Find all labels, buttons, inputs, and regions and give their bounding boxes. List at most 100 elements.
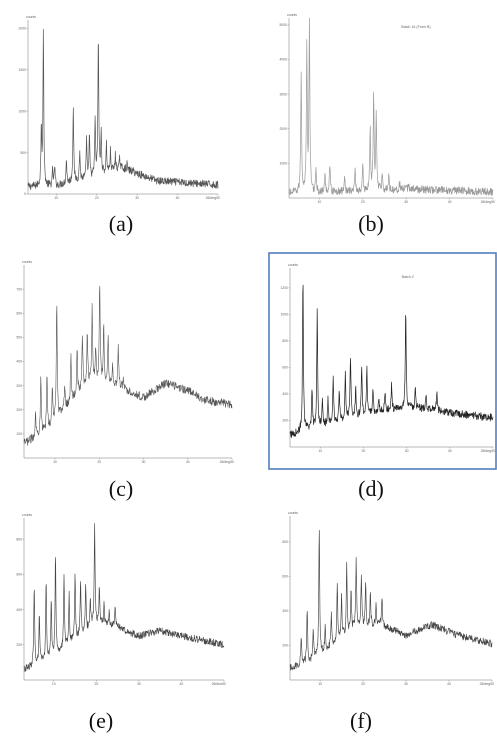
x-tick-label: 20 [95, 196, 99, 200]
y-tick-label: 200 [16, 408, 22, 412]
x-tick-label: 30 [137, 682, 141, 685]
diffraction-trace [23, 285, 233, 446]
xrd-plot-b: 1000 2000 3000 4000 5000 10 20 30 40 50 counts 2θ/d… [279, 13, 495, 204]
y-tick-label: 3000 [279, 92, 287, 96]
y-unit-label: counts [22, 513, 32, 517]
panel-d: 200 400 600 800 1000 1200 10 20 30 40 50 counts 2θ/d… [268, 252, 497, 470]
panel-b: 1000 2000 3000 4000 5000 10 20 30 40 50 counts 2θ/d… [275, 8, 497, 208]
y-tick-label: 1000 [279, 162, 287, 166]
y-tick-label: 1000 [280, 313, 288, 317]
panel-e: 200 400 600 800 10 20 30 40 50 counts 2θ/deg [8, 510, 230, 685]
caption-c: (c) [108, 476, 134, 501]
x-tick-label: 20 [361, 200, 365, 204]
x-tick-label: 10 [52, 682, 56, 685]
y-tick-label: 1000 [18, 109, 26, 113]
y-tick-label: 2000 [279, 127, 287, 131]
x-tick-label: 10 [318, 682, 322, 686]
y-tick-label: 200 [282, 644, 288, 648]
highlight-frame [268, 252, 497, 470]
x-tick-label: 50 [490, 682, 494, 686]
y-tick-label: 1500 [18, 68, 26, 72]
xrd-plot-e: 200 400 600 800 10 20 30 40 50 counts 2θ/deg [16, 513, 226, 685]
y-tick-label: 300 [16, 384, 22, 388]
y-tick-label: 500 [16, 336, 22, 340]
y-tick-label: 800 [16, 537, 22, 541]
xrd-plot-f: 200 400 600 800 10 20 30 40 50 counts 2θ/deg [282, 511, 494, 686]
xrd-plot-d: 200 400 600 800 1000 1200 10 20 30 40 50 counts 2θ/d… [268, 252, 497, 470]
x-tick-label: 30 [404, 200, 408, 204]
diffraction-trace [289, 284, 494, 438]
panel-c: 100 200 300 400 500 600 700 10 20 30 40 50 counts 2θ/… [8, 255, 234, 465]
caption-b: (b) [358, 211, 384, 236]
y-tick-label: 600 [16, 311, 22, 315]
x-unit-label: 2θ/deg [206, 196, 216, 200]
y-tick-label: 400 [16, 608, 22, 612]
y-tick-label: 800 [282, 540, 288, 544]
x-tick-label: 10 [317, 200, 321, 204]
legend-label: Batch 16 (Form B) [401, 25, 430, 29]
xrd-plot-c: 100 200 300 400 500 600 700 10 20 30 40 50 counts 2θ/… [16, 260, 234, 464]
x-unit-label: 2θ/deg [212, 682, 222, 685]
y-tick-label: 600 [282, 366, 288, 370]
x-tick-label: 30 [404, 682, 408, 686]
caption-a: (a) [108, 211, 134, 236]
x-tick-label: 50 [491, 449, 495, 453]
x-unit-label: 2θ/deg [481, 200, 491, 204]
x-unit-label: 2θ/deg [220, 460, 230, 464]
x-tick-label: 40 [448, 449, 452, 453]
x-tick-label: 40 [180, 682, 184, 685]
diffraction-trace [23, 523, 225, 672]
x-unit-label: 2θ/deg [481, 449, 491, 453]
y-tick-label: 800 [282, 339, 288, 343]
y-tick-label: 1200 [280, 286, 288, 290]
y-unit-label: counts [287, 13, 297, 17]
y-unit-label: counts [288, 263, 298, 267]
x-tick-label: 20 [97, 460, 101, 464]
x-tick-label: 20 [361, 682, 365, 686]
y-tick-label: 500 [20, 151, 26, 155]
caption-d: (d) [358, 476, 384, 501]
y-tick-label: 4000 [279, 58, 287, 62]
diffraction-trace [288, 17, 494, 196]
y-tick-label: 400 [282, 392, 288, 396]
y-tick-label: 200 [16, 643, 22, 647]
caption-e: (e) [88, 708, 114, 733]
panel-f: 200 400 600 800 10 20 30 40 50 counts 2θ/deg [280, 508, 497, 688]
y-unit-label: counts [22, 260, 32, 264]
y-tick-label: 400 [16, 360, 22, 364]
diffraction-trace [27, 28, 219, 190]
x-tick-label: 40 [448, 200, 452, 204]
y-tick-label: 400 [282, 609, 288, 613]
diffraction-trace [289, 529, 493, 671]
caption-f: (f) [350, 708, 372, 733]
xrd-plot-a: 0 500 1000 1500 2000 10 20 30 40 50 counts 2θ/deg [18, 15, 220, 200]
y-tick-label: 200 [282, 419, 288, 423]
y-tick-label: 700 [16, 287, 22, 291]
x-unit-label: 2θ/deg [480, 682, 490, 686]
y-tick-label: 2000 [18, 26, 26, 30]
x-tick-label: 30 [142, 460, 146, 464]
x-tick-label: 50 [222, 682, 226, 685]
x-tick-label: 10 [54, 196, 58, 200]
x-tick-label: 50 [491, 200, 495, 204]
x-tick-label: 30 [405, 449, 409, 453]
y-tick-label: 600 [16, 573, 22, 577]
y-tick-label: 600 [282, 575, 288, 579]
y-tick-label: 100 [16, 432, 22, 436]
x-tick-label: 50 [216, 196, 220, 200]
x-tick-label: 10 [318, 449, 322, 453]
x-tick-label: 40 [176, 196, 180, 200]
x-tick-label: 40 [447, 682, 451, 686]
x-tick-label: 20 [362, 449, 366, 453]
x-tick-label: 10 [53, 460, 57, 464]
panel-a: 0 500 1000 1500 2000 10 20 30 40 50 counts 2θ/deg [8, 10, 230, 210]
x-tick-label: 50 [230, 460, 234, 464]
x-tick-label: 20 [94, 682, 98, 685]
legend-label: Batch 2 [402, 275, 414, 279]
x-tick-label: 40 [186, 460, 190, 464]
y-unit-label: counts [288, 511, 298, 515]
y-tick-label: 5000 [279, 23, 287, 27]
x-tick-label: 30 [135, 196, 139, 200]
y-tick-label: 0 [24, 192, 26, 196]
y-unit-label: counts [26, 15, 36, 19]
